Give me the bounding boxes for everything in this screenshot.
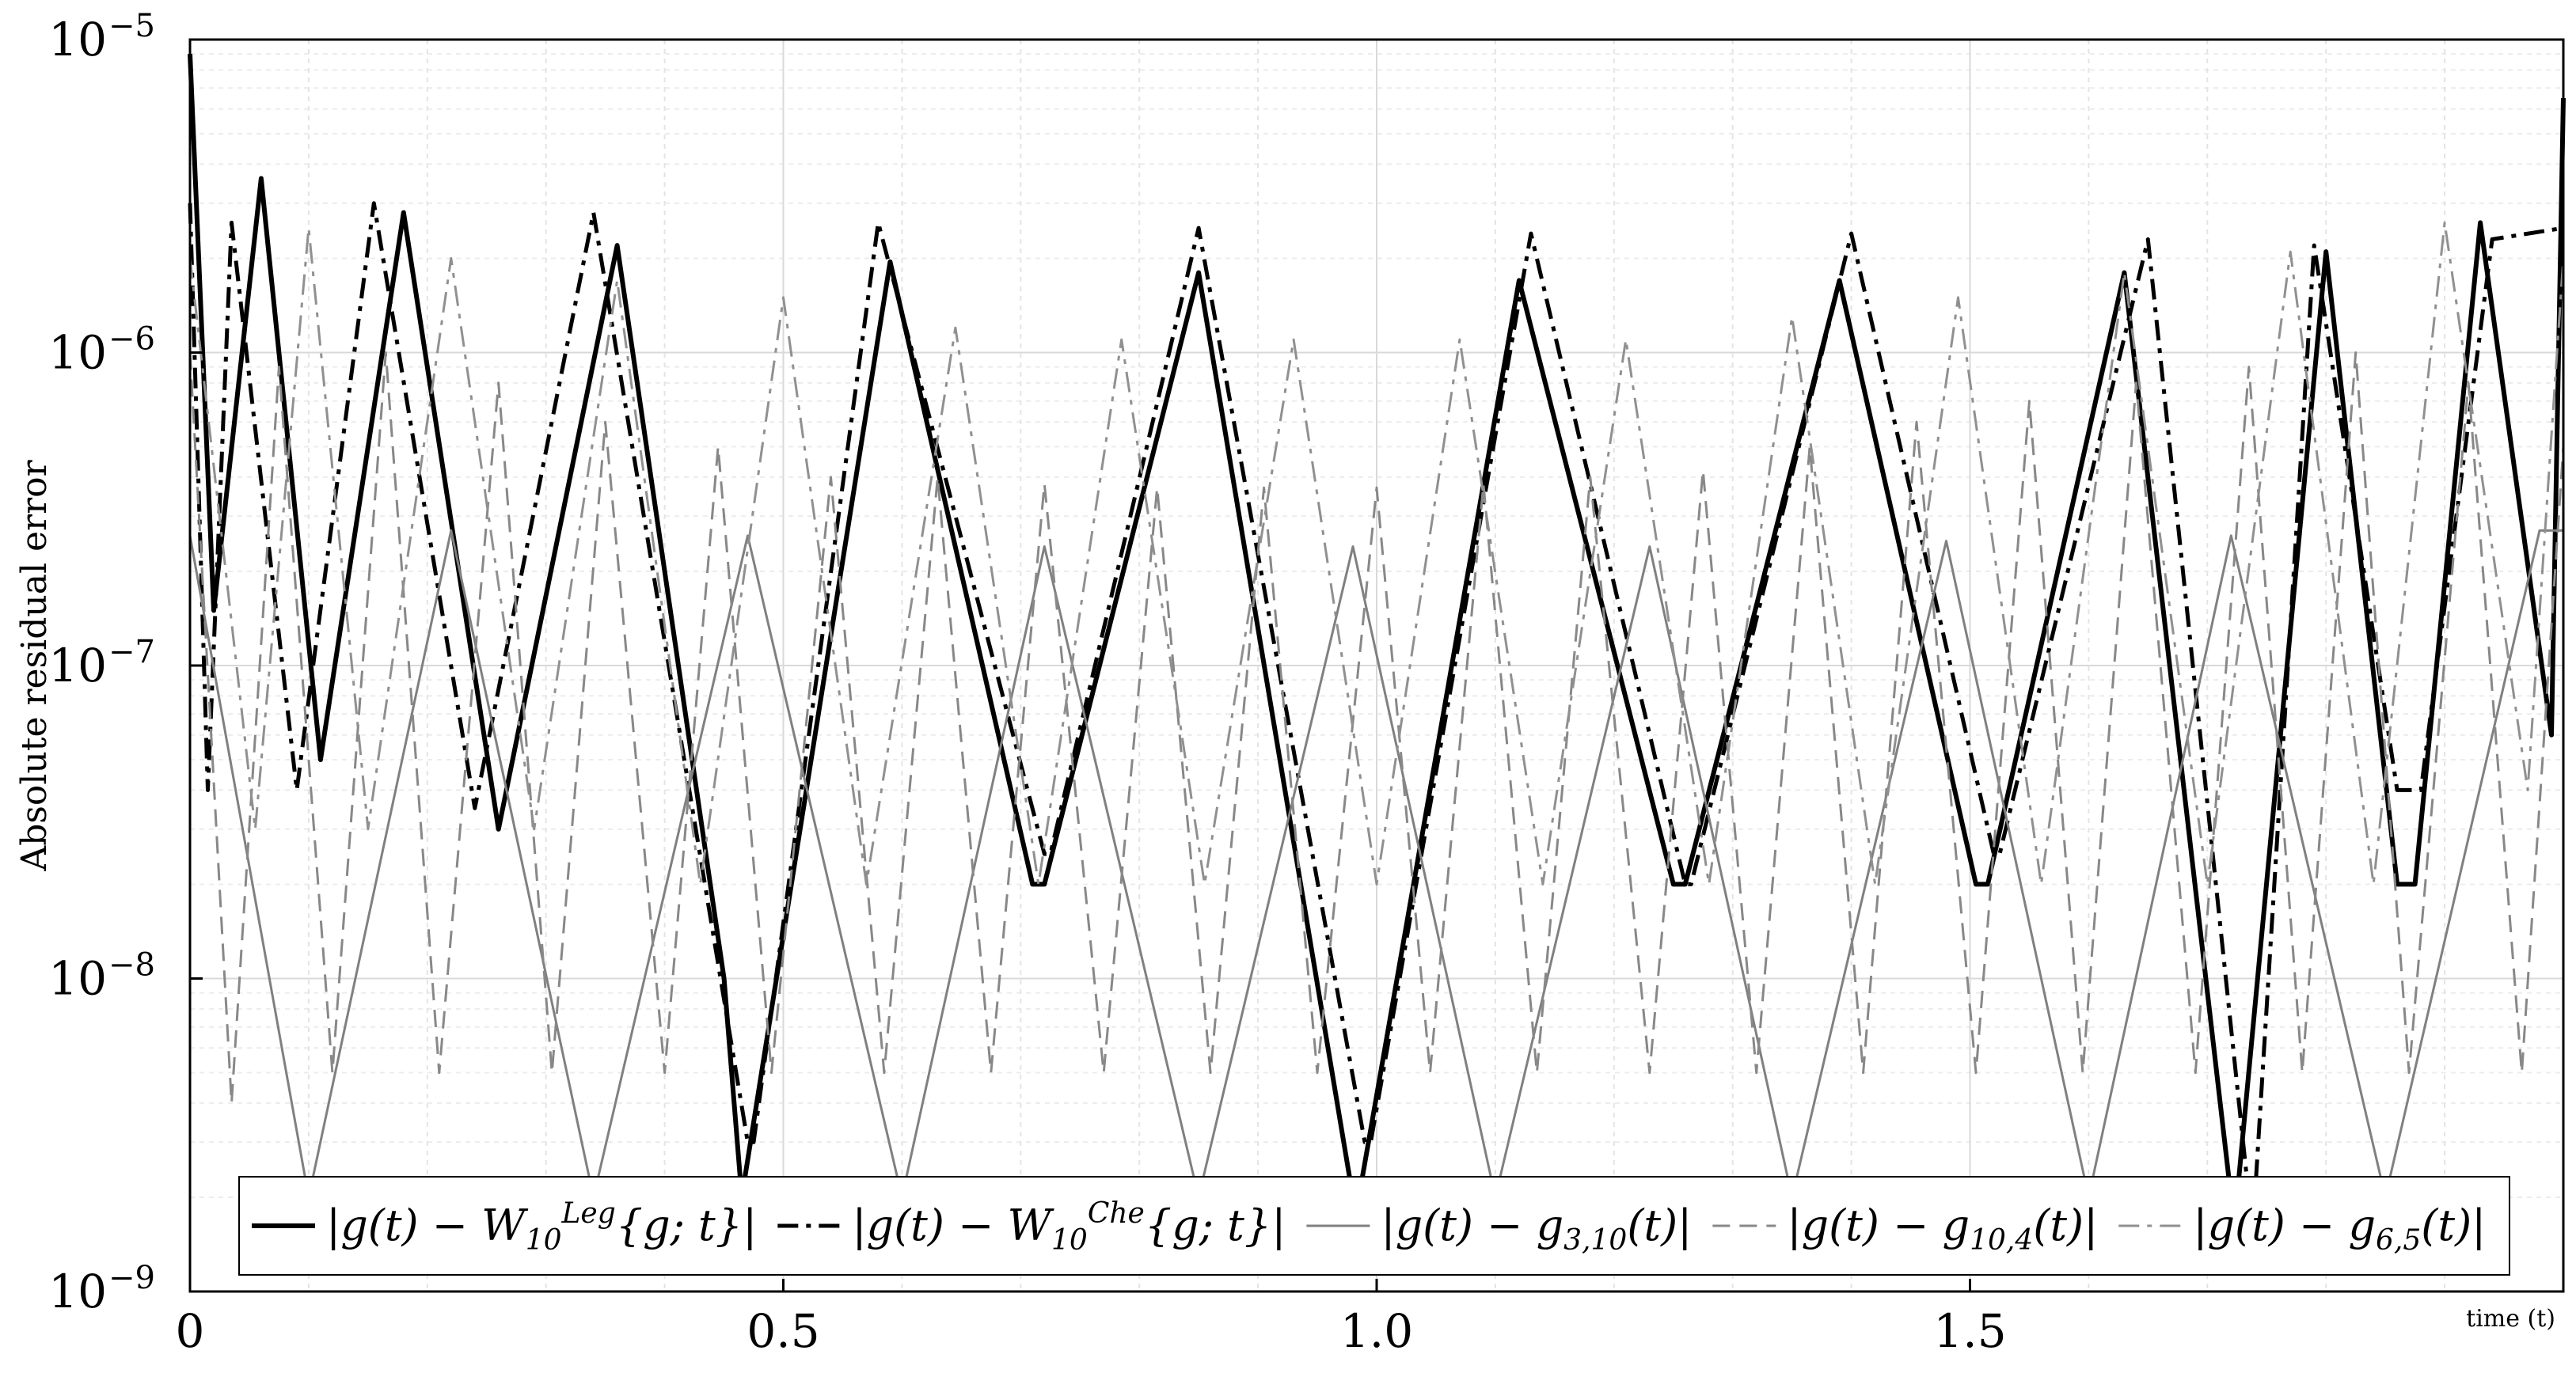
series-line-1 xyxy=(188,53,2566,1200)
y-tick-label: 10 xyxy=(48,1265,107,1318)
series-line-4 xyxy=(188,351,2565,1105)
x-tick-label: 0 xyxy=(176,1304,205,1358)
y-tick-exponent: −5 xyxy=(108,8,155,44)
y-tick-label: 10 xyxy=(48,952,107,1006)
y-tick-exponent: −7 xyxy=(108,634,155,670)
x-tick-label: 1.5 xyxy=(1933,1304,2006,1358)
axis-ticks: 0 0.5 1.0 1.510−910−810−710−610−5 xyxy=(48,8,2006,1358)
series-line-5 xyxy=(188,221,2565,886)
y-tick-exponent: −9 xyxy=(108,1260,155,1296)
series-line-2 xyxy=(188,201,2564,1200)
x-tick-label: 0.5 xyxy=(747,1304,819,1358)
x-axis-label: time (t) xyxy=(2466,1305,2555,1333)
y-tick-label: 10 xyxy=(48,326,107,380)
y-tick-label: 10 xyxy=(48,639,107,692)
y-axis-label: Absolute residual error xyxy=(14,459,55,871)
legend-label-3: |g(t) − g3,10(t)| xyxy=(1381,1200,1692,1257)
y-tick-exponent: −8 xyxy=(108,947,155,984)
legend: |g(t) − W10Leg{g; t}| |g(t) − W10Che{g; t… xyxy=(238,1176,2510,1276)
legend-label-1: |g(t) − W10Leg{g; t}| xyxy=(326,1197,757,1257)
series-line-3 xyxy=(188,529,2563,1199)
legend-label-5: |g(t) − g6,5(t)| xyxy=(2193,1200,2486,1257)
y-tick-exponent: −6 xyxy=(108,321,155,358)
x-tick-label: 1.0 xyxy=(1340,1304,1413,1358)
y-tick-label: 10 xyxy=(48,13,107,66)
legend-label-2: |g(t) − W10Che{g; t}| xyxy=(852,1197,1286,1257)
series-lines xyxy=(188,53,2566,1200)
legend-label-4: |g(t) − g10,4(t)| xyxy=(1787,1200,2098,1257)
